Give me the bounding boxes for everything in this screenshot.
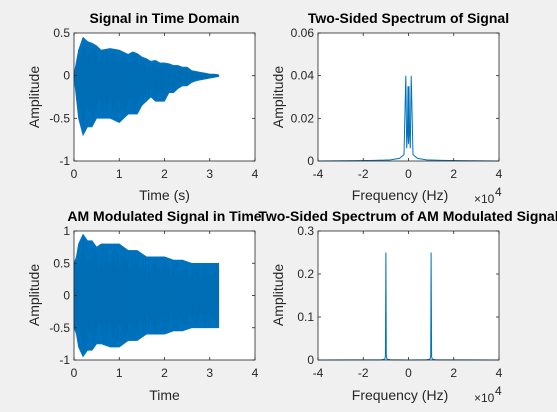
spectrum-line xyxy=(317,75,500,162)
axes-area xyxy=(318,231,499,360)
y-tick-label: 0.1 xyxy=(297,310,314,324)
multiplier-exponent: 4 xyxy=(495,185,502,199)
signal-envelope xyxy=(73,233,220,358)
x-tick-label: 0 xyxy=(71,167,78,181)
multiplier-exponent: 4 xyxy=(495,384,502,398)
y-tick-label: 0.3 xyxy=(297,224,314,238)
y-tick-label: -0.5 xyxy=(49,321,70,335)
x-axis-label: Frequency (Hz) xyxy=(352,187,448,203)
x-tick-label: 0 xyxy=(71,366,78,380)
plot-title: Signal in Time Domain xyxy=(90,10,240,26)
y-tick-label: 0 xyxy=(307,154,314,168)
x-axis-label: Frequency (Hz) xyxy=(352,387,448,403)
plot-title: AM Modulated Signal in Time xyxy=(67,208,261,224)
y-tick-label: -1 xyxy=(59,353,70,367)
x-tick-label: 1 xyxy=(116,167,123,181)
x-tick-label: 4 xyxy=(496,366,503,380)
y-tick-label: 0 xyxy=(307,353,314,367)
axis-ticks: -4 -2 0 2 4 0.06 0.04 0.02 0 xyxy=(291,26,503,181)
x-tick-label: -4 xyxy=(313,366,324,380)
subplot-time-signal: 0 1 2 3 4 0.5 0 -0.5 -1 Signal in Time Domain Ti… xyxy=(26,10,259,203)
x-tick-label: 2 xyxy=(450,167,457,181)
x-axis-multiplier: ×10 4 xyxy=(474,384,502,405)
axis-ticks: 0 1 2 3 4 1 0.5 0 -0.5 -1 xyxy=(49,224,258,380)
y-tick-label: 1 xyxy=(63,224,70,238)
x-tick-label: 2 xyxy=(450,366,457,380)
x-tick-label: 0 xyxy=(405,366,412,380)
x-tick-label: 1 xyxy=(116,366,123,380)
x-tick-label: 3 xyxy=(206,366,213,380)
x-axis-label: Time (s) xyxy=(139,187,190,203)
y-tick-label: 0.5 xyxy=(53,256,70,270)
signal-trace xyxy=(73,36,220,137)
axis-ticks: 0 1 2 3 4 0.5 0 -0.5 -1 xyxy=(49,26,258,181)
y-tick-label: 0 xyxy=(63,69,70,83)
x-tick-label: 3 xyxy=(206,167,213,181)
y-tick-label: 0.5 xyxy=(53,26,70,40)
y-tick-label: 0.02 xyxy=(291,111,315,125)
signal-envelope xyxy=(73,36,220,137)
y-tick-label: 0.06 xyxy=(291,26,315,40)
y-tick-label: -0.5 xyxy=(49,111,70,125)
x-tick-label: 2 xyxy=(161,366,168,380)
x-tick-label: -2 xyxy=(358,167,369,181)
y-tick-label: 0 xyxy=(63,289,70,303)
plot-title: Two-Sided Spectrum of Signal xyxy=(308,10,509,26)
y-tick-label: -1 xyxy=(59,154,70,168)
x-tick-label: -4 xyxy=(313,167,324,181)
plot-title: Two-Sided Spectrum of AM Modulated Signa… xyxy=(258,208,557,224)
multiplier-base: ×10 xyxy=(474,192,495,206)
x-axis-multiplier: ×10 4 xyxy=(474,185,502,206)
y-axis-label: Amplitude xyxy=(26,264,42,326)
axis-ticks: -4 -2 0 2 4 0.3 0.2 0.1 0 xyxy=(297,224,502,380)
spectrum-trace xyxy=(317,75,500,162)
x-axis-label: Time xyxy=(149,387,180,403)
subplot-am-time-signal: 0 1 2 3 4 1 0.5 0 -0.5 -1 AM Modulated Signal in … xyxy=(26,208,262,403)
x-tick-label: 4 xyxy=(252,366,259,380)
x-tick-label: 0 xyxy=(405,167,412,181)
y-axis-label: Amplitude xyxy=(270,264,286,326)
multiplier-base: ×10 xyxy=(474,391,495,405)
subplot-signal-spectrum: -4 -2 0 2 4 0.06 0.04 0.02 0 Two-Sided Spectrum … xyxy=(270,10,509,206)
y-tick-label: 0.2 xyxy=(297,267,314,281)
y-tick-label: 0.04 xyxy=(291,69,315,83)
x-tick-label: -2 xyxy=(358,366,369,380)
y-axis-label: Amplitude xyxy=(270,66,286,128)
x-tick-label: 4 xyxy=(252,167,259,181)
x-tick-label: 2 xyxy=(161,167,168,181)
subplot-am-spectrum: -4 -2 0 2 4 0.3 0.2 0.1 0 Two-Sided Spectrum of … xyxy=(258,208,557,405)
y-axis-label: Amplitude xyxy=(26,66,42,128)
x-tick-label: 4 xyxy=(496,167,503,181)
